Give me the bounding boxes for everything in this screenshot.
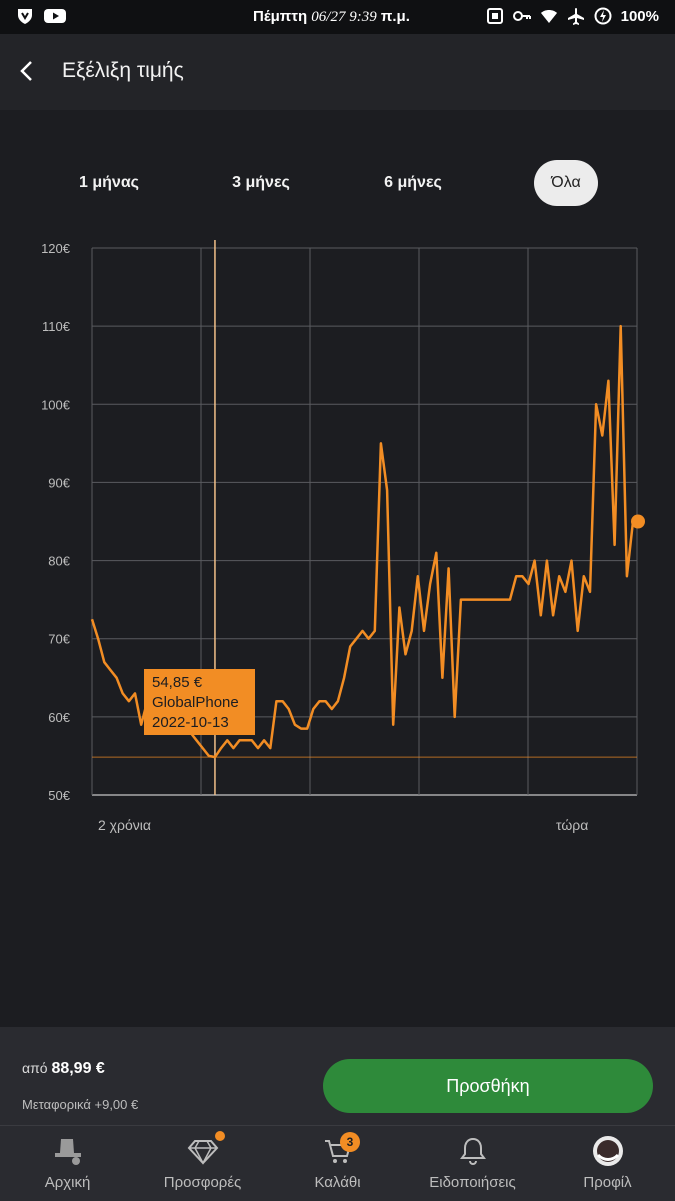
status-bar: Πέμπτη 06/27 9:39 π.μ. 100% xyxy=(0,0,675,34)
y-tick-label: 80€ xyxy=(48,554,70,569)
nav-label-cart: Καλάθι xyxy=(314,1174,361,1191)
battery-level: 100% xyxy=(620,7,659,25)
nav-notifications[interactable]: Ειδοποιήσεις xyxy=(405,1126,540,1201)
x-label-end: τώρα xyxy=(556,817,588,833)
lowest-price: 88,99 € xyxy=(51,1060,105,1077)
nav-profile[interactable]: Προφίλ xyxy=(540,1126,675,1201)
tooltip-shop: GlobalPhone xyxy=(152,694,239,711)
add-to-cart-button[interactable]: Προσθήκη xyxy=(323,1059,653,1113)
wifi-icon xyxy=(540,10,557,23)
tab-1-month[interactable]: 1 μήνας xyxy=(79,174,139,191)
tooltip-date: 2022-10-13 xyxy=(152,714,229,731)
battery-saver-icon xyxy=(594,7,612,25)
tab-all[interactable]: Όλα xyxy=(534,160,598,206)
back-button[interactable] xyxy=(10,54,44,88)
avatar xyxy=(592,1136,623,1166)
offers-badge-dot xyxy=(215,1131,225,1141)
price-line: από 88,99 € xyxy=(22,1060,105,1078)
bottom-nav: Αρχική Προσφορές 3 Καλάθι Ειδοποιήσεις Π… xyxy=(0,1125,675,1201)
nav-home[interactable]: Αρχική xyxy=(0,1126,135,1201)
price-tooltip: 54,85 € GlobalPhone 2022-10-13 xyxy=(144,669,255,735)
nav-cart[interactable]: 3 Καλάθι xyxy=(270,1126,405,1201)
status-clock: Πέμπτη 06/27 9:39 π.μ. xyxy=(253,8,410,25)
y-tick-label: 70€ xyxy=(48,632,70,647)
range-tabs: 1 μήνας 3 μήνες 6 μήνες Όλα xyxy=(0,160,675,206)
nav-label-notifications: Ειδοποιήσεις xyxy=(429,1174,516,1191)
y-tick-label: 90€ xyxy=(48,475,70,490)
nav-offers[interactable]: Προσφορές xyxy=(135,1126,270,1201)
back-arrow-icon xyxy=(20,61,32,81)
y-tick-label: 50€ xyxy=(48,788,70,803)
bell-icon xyxy=(459,1137,486,1165)
cart-badge: 3 xyxy=(340,1132,360,1152)
diamond-icon xyxy=(187,1140,218,1165)
home-hat-icon xyxy=(54,1139,81,1165)
tab-3-months[interactable]: 3 μήνες xyxy=(232,174,290,191)
key-icon xyxy=(512,11,531,21)
y-tick-label: 120€ xyxy=(41,241,71,256)
nfc-icon xyxy=(486,8,503,24)
vpn-shield-icon xyxy=(18,9,32,24)
y-tick-label: 110€ xyxy=(42,319,71,334)
page-title: Εξέλιξη τιμής xyxy=(62,59,184,82)
x-label-start: 2 χρόνια xyxy=(98,817,151,833)
purchase-panel: από 88,99 € Μεταφορικά +9,00 € Προσθήκη xyxy=(0,1027,675,1125)
y-tick-label: 100€ xyxy=(41,397,71,412)
airplane-icon xyxy=(567,8,584,25)
price-chart-svg: 50€ 60€ 70€ 80€ 90€ 100€ 110€ 120€ 2 χρόνια τώρα xyxy=(41,240,645,833)
current-price-dot xyxy=(631,514,645,529)
y-tick-label: 60€ xyxy=(48,710,70,725)
tooltip-price: 54,85 € xyxy=(152,674,203,691)
app-bar: Εξέλιξη τιμής xyxy=(0,34,675,110)
shipping-cost: Μεταφορικά +9,00 € xyxy=(22,1097,139,1112)
from-label: από xyxy=(22,1060,48,1076)
youtube-icon xyxy=(44,9,66,23)
nav-label-offers: Προσφορές xyxy=(163,1174,242,1191)
nav-label-profile: Προφίλ xyxy=(583,1174,632,1191)
nav-label-home: Αρχική xyxy=(44,1174,91,1191)
tab-6-months[interactable]: 6 μήνες xyxy=(384,174,442,191)
price-chart[interactable]: 50€ 60€ 70€ 80€ 90€ 100€ 110€ 120€ 2 χρόνια τώρα xyxy=(0,230,675,850)
